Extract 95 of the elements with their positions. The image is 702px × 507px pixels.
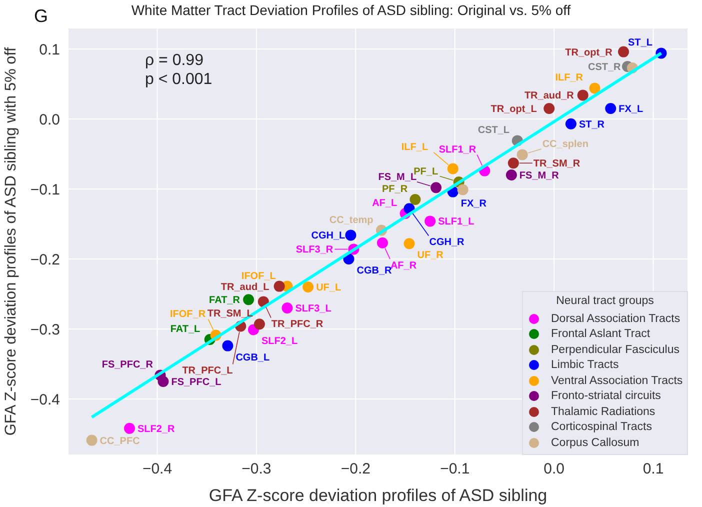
annotation: FS_PFC_L [171,377,222,388]
annotation: ST_R [578,119,606,130]
annotation: p < 0.001 [145,71,212,89]
annotation: FX_R [460,198,488,210]
point [86,434,98,446]
y-tick-label: 0.0 [39,111,60,128]
point [376,237,388,248]
legend-label: Limbic Tracts [551,359,619,372]
point [424,216,436,227]
legend-label: Dorsal Association Tracts [551,312,680,325]
point [222,340,234,352]
y-tick-label: −0.4 [30,391,60,408]
annotation: TR_SM_R [533,158,581,170]
annotation: CST_R [588,62,622,73]
y-axis-title: GFA Z-score deviation profiles of ASD sibling with 5% off [2,46,20,436]
annotation: ILF_R [555,72,584,84]
annotation: SLF3_L [295,304,332,314]
y-tick-label: 0.1 [39,41,60,58]
annotation: AF_R [390,260,418,272]
y-tick-label: −0.3 [30,321,60,338]
annotation: SLF1_L [438,216,474,228]
annotation: CC_PFC [100,436,140,447]
x-tick-label: 0.0 [544,460,565,478]
point [544,103,555,114]
annotation: TR_PFC_R [271,319,324,330]
point [274,280,285,292]
annotation: FS_M_R [519,170,560,182]
legend-label: Corpus Callosum [551,436,640,449]
annotation: CC_splen [542,139,588,150]
annotation: FAT_R [209,295,241,306]
annotation: TR_PFC_L [182,366,233,377]
annotation: SLF2_R [138,424,176,435]
y-tick-label: −0.2 [30,251,60,268]
point [302,282,314,292]
annotation: TR_SM_L [207,308,253,320]
annotation: CST_L [478,125,510,136]
legend-label: Perpendicular Fasciculus [551,344,680,356]
point [577,90,588,101]
x-tick-label: 0.1 [642,460,664,478]
annotation: ST_L [628,38,652,49]
point [589,82,600,94]
point [243,294,254,306]
x-tick-label: −0.1 [440,460,470,478]
legend-label: Fronto-striatal circuits [551,390,661,402]
point [158,376,169,387]
point [345,230,356,241]
annotation: PF_R [382,184,408,195]
point [447,163,458,174]
annotation: CGH_R [429,237,466,248]
annotation: TR_opt_L [490,104,537,115]
annotation: CGH_L [311,230,346,242]
annotation: AF_L [372,198,398,209]
legend-label: Corticospinal Tracts [551,421,652,434]
annotation: SLF2_L [262,336,298,348]
point [565,118,576,130]
legend-label: Ventral Association Tracts [551,374,683,387]
legend-label: Thalamic Radiations [551,406,656,418]
annotation: TR_opt_R [565,47,614,58]
legend-label: Frontal Aslant Tract [551,328,650,340]
annotation: FX_L [618,104,644,115]
text: G [34,6,48,27]
annotation: UF_L [316,282,342,294]
annotation: SLF3_R [296,244,334,256]
annotation: UF_R [417,250,444,262]
point [282,302,293,314]
point [506,170,517,180]
annotation: SLF1_R [438,144,477,156]
annotation: TR_aud_L [220,282,270,293]
annotation: ρ = 0.99 [145,52,204,70]
annotation: CGB_L [236,352,270,364]
chart-title: White Matter Tract Deviation Profiles of ASD sibling: Original vs. 5% off [131,2,571,18]
point [618,46,630,58]
point [430,182,442,194]
x-axis-title: GFA Z-score deviation profiles of ASD sibling [208,486,548,505]
annotation: CC_temp [329,214,374,226]
point [404,238,415,250]
annotation: FS_PFC_R [102,360,154,371]
point [508,158,519,169]
point [124,422,136,434]
x-tick-label: −0.3 [242,460,272,478]
point [457,184,468,196]
legend-title: Neural tract groups [555,295,655,309]
annotation: IFOF_L [241,270,276,282]
y-tick-label: −0.1 [30,181,60,198]
annotation: IFOF_R [170,308,206,320]
annotation: ILF_L [401,142,428,154]
annotation: TR_aud_R [524,90,575,102]
point [516,149,528,160]
annotation: CGB_R [356,266,393,276]
annotation: FAT_L [170,324,200,335]
x-tick-label: −0.2 [340,460,370,478]
point [254,318,265,330]
point [605,103,616,114]
point [410,194,421,205]
x-tick-label: −0.4 [142,460,172,478]
